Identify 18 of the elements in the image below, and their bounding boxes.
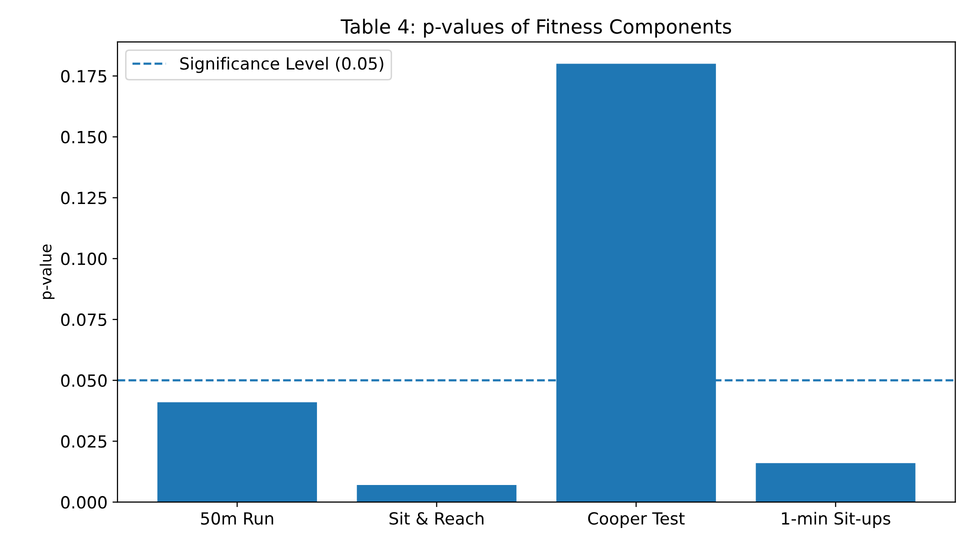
y-tick-label: 0.150: [61, 130, 107, 144]
x-tick-label: 1-min Sit-ups: [782, 512, 890, 528]
x-tick-label: Sit & Reach: [390, 512, 484, 525]
bar: [356, 485, 516, 502]
y-tick-label: 0.125: [61, 192, 106, 204]
y-tick-label: 0.100: [61, 252, 107, 266]
y-tick-label: 0.075: [61, 313, 106, 326]
bar: [157, 402, 317, 502]
y-axis-title: p-value: [40, 244, 54, 299]
bar: [756, 463, 916, 502]
y-tick-label: 0.050: [61, 374, 107, 387]
x-tick-label: Cooper Test: [588, 512, 685, 528]
chart-title: Table 4: p-values of Fitness Components: [340, 18, 732, 38]
y-tick-label: 0.000: [61, 496, 107, 509]
legend-label: Significance Level (0.05): [180, 56, 384, 74]
y-tick-label: 0.025: [61, 435, 106, 448]
x-tick-label: 50m Run: [201, 512, 274, 525]
y-tick-label: 0.175: [61, 70, 106, 83]
